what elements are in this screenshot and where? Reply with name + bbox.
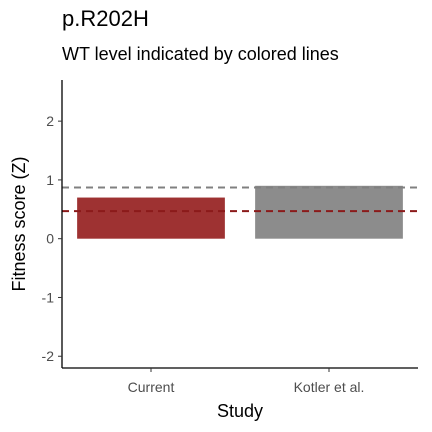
bar-0 [77, 197, 225, 239]
y-tick-label: 0 [46, 231, 54, 247]
x-ticks-group: Current Kotler et al. [128, 368, 365, 395]
bar-1 [255, 185, 403, 239]
chart-title: p.R202H [62, 6, 149, 31]
y-tick-label: -1 [42, 289, 55, 305]
chart-subtitle: WT level indicated by colored lines [62, 44, 339, 64]
y-axis-title: Fitness score (Z) [9, 156, 29, 291]
x-tick-label: Current [128, 379, 175, 395]
y-tick-label: 1 [46, 172, 54, 188]
y-ticks-group: -2 -1 0 1 2 [42, 113, 62, 364]
y-tick-label: 2 [46, 113, 54, 129]
x-axis-title: Study [217, 401, 263, 421]
bars-group [77, 185, 403, 239]
y-tick-label: -2 [42, 348, 55, 364]
x-tick-label: Kotler et al. [294, 379, 365, 395]
